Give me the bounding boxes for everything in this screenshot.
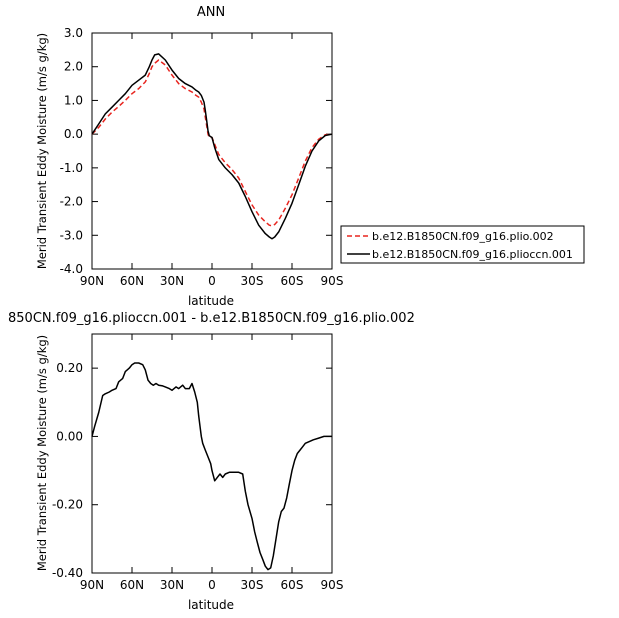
top-x-ticks: 90N 60N 30N 0 30S 60S 90S [80,33,344,288]
bottom-x-ticks: 90N 60N 30N 0 30S 60S 90S [80,334,344,592]
bottom-y-ticks: 0.20 0.00 -0.20 -0.40 [52,361,332,580]
legend-label-plioccn-001: b.e12.B1850CN.f09_g16.plioccn.001 [372,248,573,261]
legend-label-plio-002: b.e12.B1850CN.f09_g16.plio.002 [372,230,554,243]
top-x-axis-label: latitude [188,294,234,308]
x-tick-label: 30S [241,274,264,288]
top-y-axis-label: Merid Transient Eddy Moisture (m/s g/kg) [35,33,49,269]
y-tick-label: -2.0 [60,195,83,209]
panel-bottom: 850CN.f09_g16.plioccn.001 - b.e12.B1850C… [8,311,415,612]
x-tick-label: 30N [160,274,184,288]
y-tick-label: -0.40 [52,566,83,580]
y-tick-label: 2.0 [64,60,83,74]
x-tick-label: 90S [321,274,344,288]
x-tick-label: 90N [80,274,104,288]
bottom-y-axis-label: Merid Transient Eddy Moisture (m/s g/kg) [35,335,49,571]
panel-top: ANN 3.02.01.00.0-1.0-2.0-3.0-4.0 90N 60N 3… [35,5,343,308]
y-tick-label: 0.0 [64,127,83,141]
y-tick-label: -1.0 [60,161,83,175]
top-plot-frame [91,32,333,270]
x-tick-label: 0 [208,578,216,592]
legend: b.e12.B1850CN.f09_g16.plio.002 b.e12.B18… [340,225,585,264]
y-tick-label: 0.00 [56,429,83,443]
x-tick-label: 30S [241,578,264,592]
top-series-lines [91,53,333,240]
y-tick-label: -0.20 [52,498,83,512]
x-tick-label: 90N [80,578,104,592]
y-tick-label: 1.0 [64,93,83,107]
x-tick-label: 60S [281,274,304,288]
top-chart-title: ANN [197,5,225,20]
series-line-0 [91,59,333,227]
x-tick-label: 60N [120,274,144,288]
series-line-0 [91,362,332,571]
series-line-1 [91,53,333,240]
x-tick-label: 60S [281,578,304,592]
y-tick-label: 0.20 [56,361,83,375]
x-tick-label: 0 [208,274,216,288]
bottom-x-axis-label: latitude [188,598,234,612]
legend-box [340,225,585,264]
x-tick-label: 90S [321,578,344,592]
x-tick-label: 60N [120,578,144,592]
top-y-ticks: 3.0 2.0 1.0 0.0 -1.0 -2.0 -3.0 -4.0 [60,26,332,276]
y-tick-label: -4.0 [60,262,83,276]
bottom-series-lines [91,362,332,571]
x-tick-label: 30N [160,578,184,592]
y-tick-label: 3.0 [64,26,83,40]
bottom-chart-title: 850CN.f09_g16.plioccn.001 - b.e12.B1850C… [8,311,415,326]
y-tick-label: -3.0 [60,228,83,242]
